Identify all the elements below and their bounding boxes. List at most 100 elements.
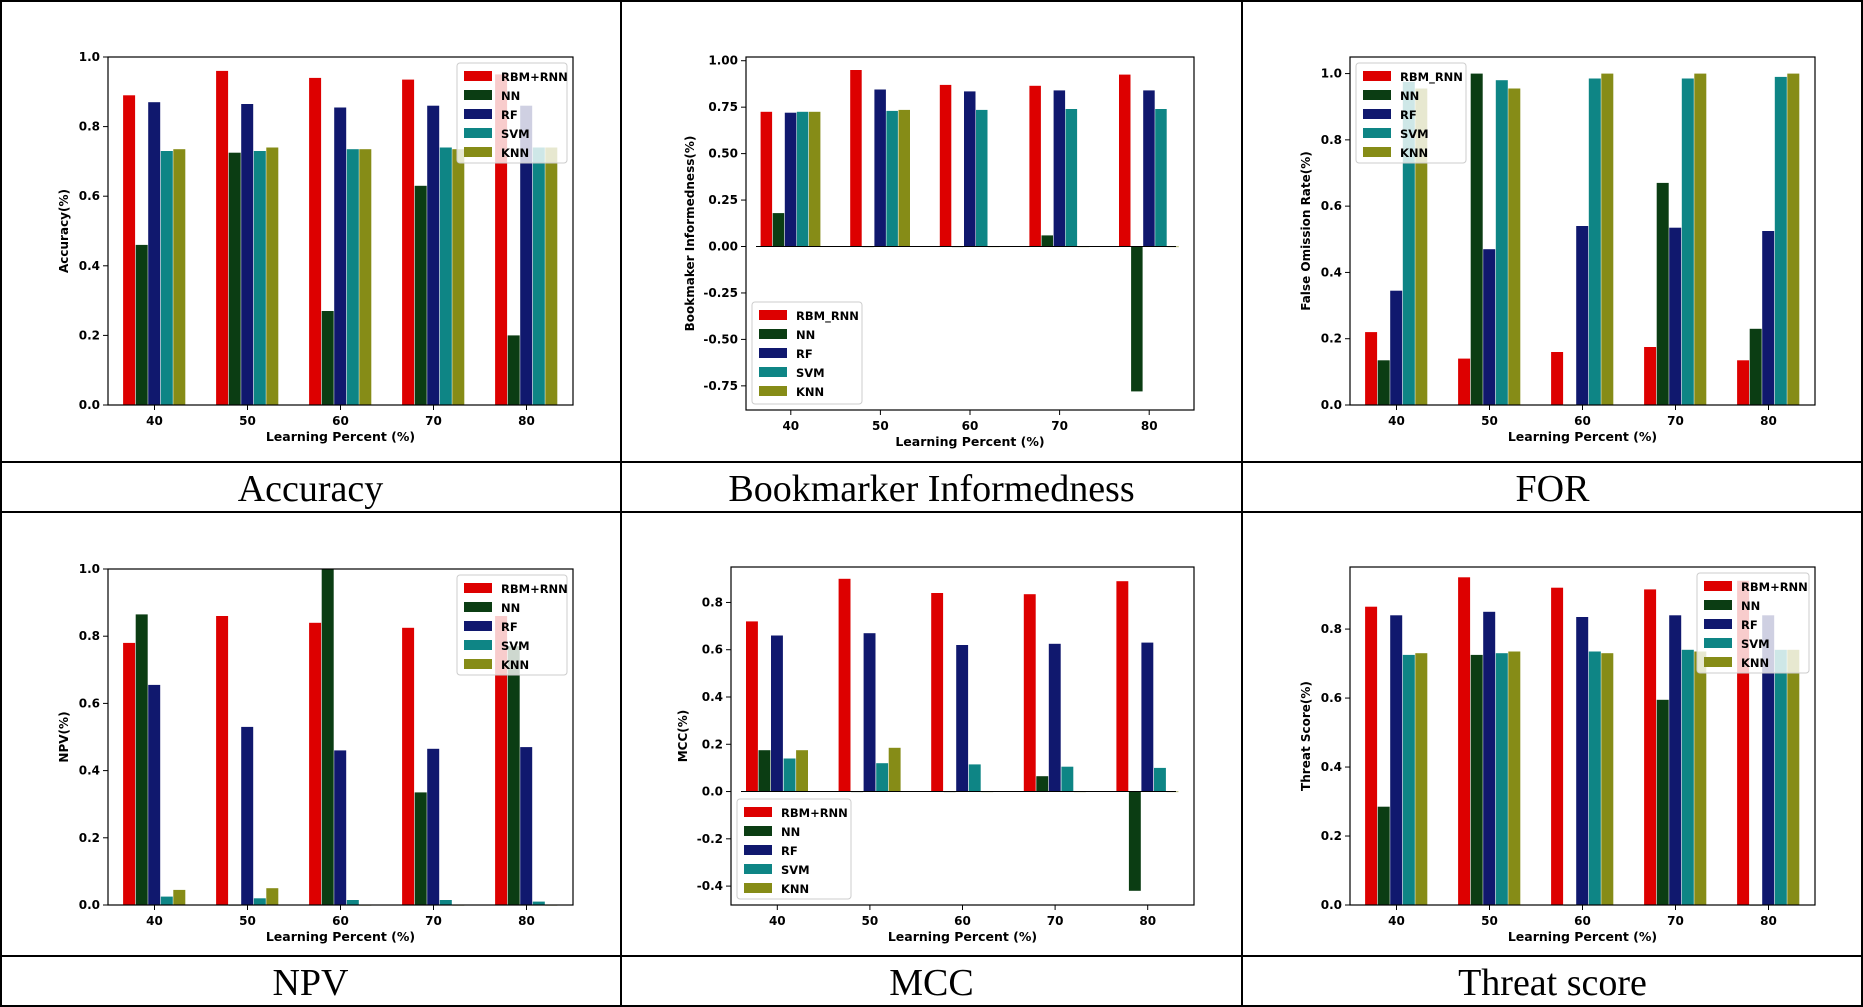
legend-label-rf: RF	[1400, 108, 1417, 122]
bar-rf-50	[1483, 249, 1496, 405]
y-tick-label: 0.4	[702, 690, 723, 704]
bar-svm-70	[1681, 649, 1694, 905]
bar-nn-60	[321, 569, 334, 905]
legend-label-rbmrnn: RBM+RNN	[501, 70, 568, 84]
bar-rf-50	[1483, 611, 1496, 905]
y-tick-label: 1.0	[79, 50, 100, 64]
legend-label-rbmrnn: RBM+RNN	[1741, 580, 1808, 594]
bar-svm-50	[253, 151, 266, 405]
bar-rf-70	[1669, 227, 1682, 405]
legend-label-svm: SVM	[796, 366, 825, 380]
bar-svm-50	[886, 110, 898, 247]
table-border-row2	[0, 511, 1863, 513]
bar-rbmrnn-50	[1458, 358, 1471, 405]
bar-nn-70	[1656, 699, 1669, 905]
legend-label-knn: KNN	[501, 146, 529, 160]
x-axis-label: Learning Percent (%)	[888, 929, 1037, 944]
y-tick-label: 0.8	[79, 629, 100, 643]
caption-bookmaker-informedness: Bookmarker Informedness	[728, 468, 1135, 510]
bar-rbmrnn-70	[1023, 594, 1036, 792]
x-tick-label: 60	[1574, 414, 1591, 428]
legend-label-svm: SVM	[1741, 637, 1770, 651]
bar-rf-70	[427, 748, 440, 905]
legend-label-rbmrnn: RBM+RNN	[501, 582, 568, 596]
bar-rbmrnn-80	[495, 616, 508, 905]
x-tick-label: 80	[1141, 419, 1158, 433]
bar-rbmrnn-70	[402, 627, 415, 905]
bar-knn-80	[1787, 73, 1800, 405]
bar-nn-60	[321, 311, 334, 405]
bar-nn-40	[1377, 806, 1390, 905]
legend-label-rf: RF	[781, 844, 798, 858]
legend-label-nn: NN	[501, 89, 520, 103]
y-axis-label: Threat Score(%)	[1299, 681, 1313, 791]
bar-rbmrnn-60	[309, 77, 322, 406]
bar-nn-70	[1036, 776, 1049, 792]
bar-svm-80	[1155, 109, 1167, 247]
legend-label-svm: SVM	[501, 639, 530, 653]
bar-svm-70	[1681, 78, 1694, 405]
legend-swatch-svm	[759, 367, 787, 377]
bar-nn-80	[507, 646, 520, 905]
bar-rbmrnn-50	[850, 70, 862, 247]
bar-svm-80	[532, 147, 545, 405]
y-tick-label: 0.4	[79, 764, 100, 778]
legend-swatch-rf	[464, 109, 492, 119]
legend-swatch-rf	[464, 621, 492, 631]
bar-nn-40	[758, 750, 771, 792]
y-tick-label: 0.75	[708, 100, 738, 114]
legend-swatch-rf	[1363, 109, 1391, 119]
legend-label-knn: KNN	[781, 882, 809, 896]
legend-swatch-nn	[464, 602, 492, 612]
legend-swatch-rbmrnn	[464, 71, 492, 81]
legend-label-rf: RF	[501, 620, 518, 634]
chart-mcc-svg: -0.4 -0.2 0.0 0.2 0.4 0.6 0.8 40 50 60 70 80 Learnin…	[676, 566, 1195, 944]
bar-svm-60	[1588, 651, 1601, 905]
bar-rf-70	[1048, 643, 1061, 792]
legend-label-knn: KNN	[796, 385, 824, 399]
chart-threat-svg: 0.0 0.2 0.4 0.6 0.8 40 50 60 70 80 Learning Percen…	[1299, 566, 1816, 944]
bar-rf-40	[1390, 615, 1403, 905]
x-axis-label: Learning Percent (%)	[1508, 429, 1657, 444]
bar-rbmrnn-70	[1029, 85, 1041, 247]
x-tick-label: 60	[954, 914, 971, 928]
bar-svm-40	[160, 896, 173, 905]
chart-threat-score: 0.0 0.2 0.4 0.6 0.8 40 50 60 70 80 Learning Percen…	[1242, 512, 1863, 955]
y-tick-label: 0.4	[79, 259, 100, 273]
y-tick-label: 0.6	[1321, 199, 1342, 213]
chart-for: 0.0 0.2 0.4 0.6 0.8 1.0 40 50 60 70 80 Learning Per…	[1242, 0, 1863, 461]
y-tick-label: 0.4	[1321, 265, 1342, 279]
y-tick-label: 0.6	[79, 696, 100, 710]
y-tick-label: 0.2	[79, 328, 100, 342]
y-tick-label: 0.00	[708, 240, 738, 254]
bar-rf-80	[1762, 231, 1775, 405]
bar-svm-70	[439, 900, 452, 905]
bar-svm-70	[1061, 766, 1074, 792]
bar-svm-80	[1774, 76, 1787, 406]
legend-label-nn: NN	[796, 328, 815, 342]
legend-label-svm: SVM	[501, 127, 530, 141]
chart-npv: 0.0 0.2 0.4 0.6 0.8 1.0 40 50 60 70 80 Learning Per…	[0, 512, 621, 955]
x-tick-label: 80	[1760, 914, 1777, 928]
bar-rbmrnn-50	[216, 616, 229, 905]
bar-nn-40	[135, 244, 148, 405]
legend-swatch-nn	[1363, 90, 1391, 100]
bar-svm-80	[1774, 649, 1787, 905]
x-tick-label: 50	[872, 419, 889, 433]
legend-swatch-knn	[1363, 147, 1391, 157]
x-tick-label: 50	[1481, 914, 1498, 928]
x-tick-label: 60	[332, 414, 349, 428]
legend-label-knn: KNN	[1400, 146, 1428, 160]
table-border-row3	[0, 955, 1863, 957]
bar-svm-50	[1495, 653, 1508, 905]
x-tick-label: 80	[1139, 914, 1156, 928]
bar-nn-70	[414, 792, 427, 905]
bar-knn-70	[1694, 73, 1707, 405]
bar-knn-40	[1415, 88, 1428, 405]
bar-rbmrnn-40	[1365, 332, 1378, 405]
bar-rf-60	[334, 750, 347, 905]
legend-label-nn: NN	[501, 601, 520, 615]
table-border-right	[1861, 0, 1863, 1007]
x-tick-label: 40	[1388, 414, 1405, 428]
